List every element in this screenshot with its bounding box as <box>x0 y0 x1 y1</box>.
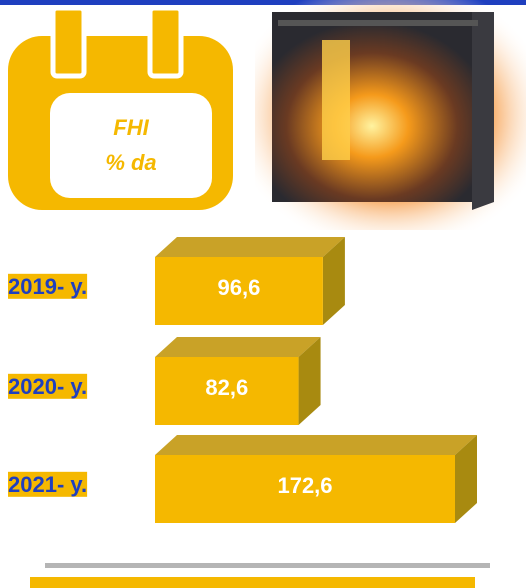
value-label: 172,6 <box>277 473 332 498</box>
category-label: 2021- y. <box>8 472 87 497</box>
bar-top <box>155 237 345 257</box>
page: FHI % da 96,6 2019- y. 82,6 2020- y. 172,6 20… <box>0 0 526 588</box>
footer-bar <box>30 577 475 588</box>
category-label: 2019- y. <box>8 274 87 299</box>
calendar-text: FHI <box>113 115 149 140</box>
calendar-icon <box>8 8 233 210</box>
steel-photo <box>255 0 526 230</box>
calendar-text: % da <box>105 150 156 175</box>
value-label: 82,6 <box>205 375 248 400</box>
category-label: 2020- y. <box>8 374 87 399</box>
divider <box>45 563 490 568</box>
value-label: 96,6 <box>218 275 261 300</box>
bar-top <box>155 337 321 357</box>
bar-top <box>155 435 477 455</box>
